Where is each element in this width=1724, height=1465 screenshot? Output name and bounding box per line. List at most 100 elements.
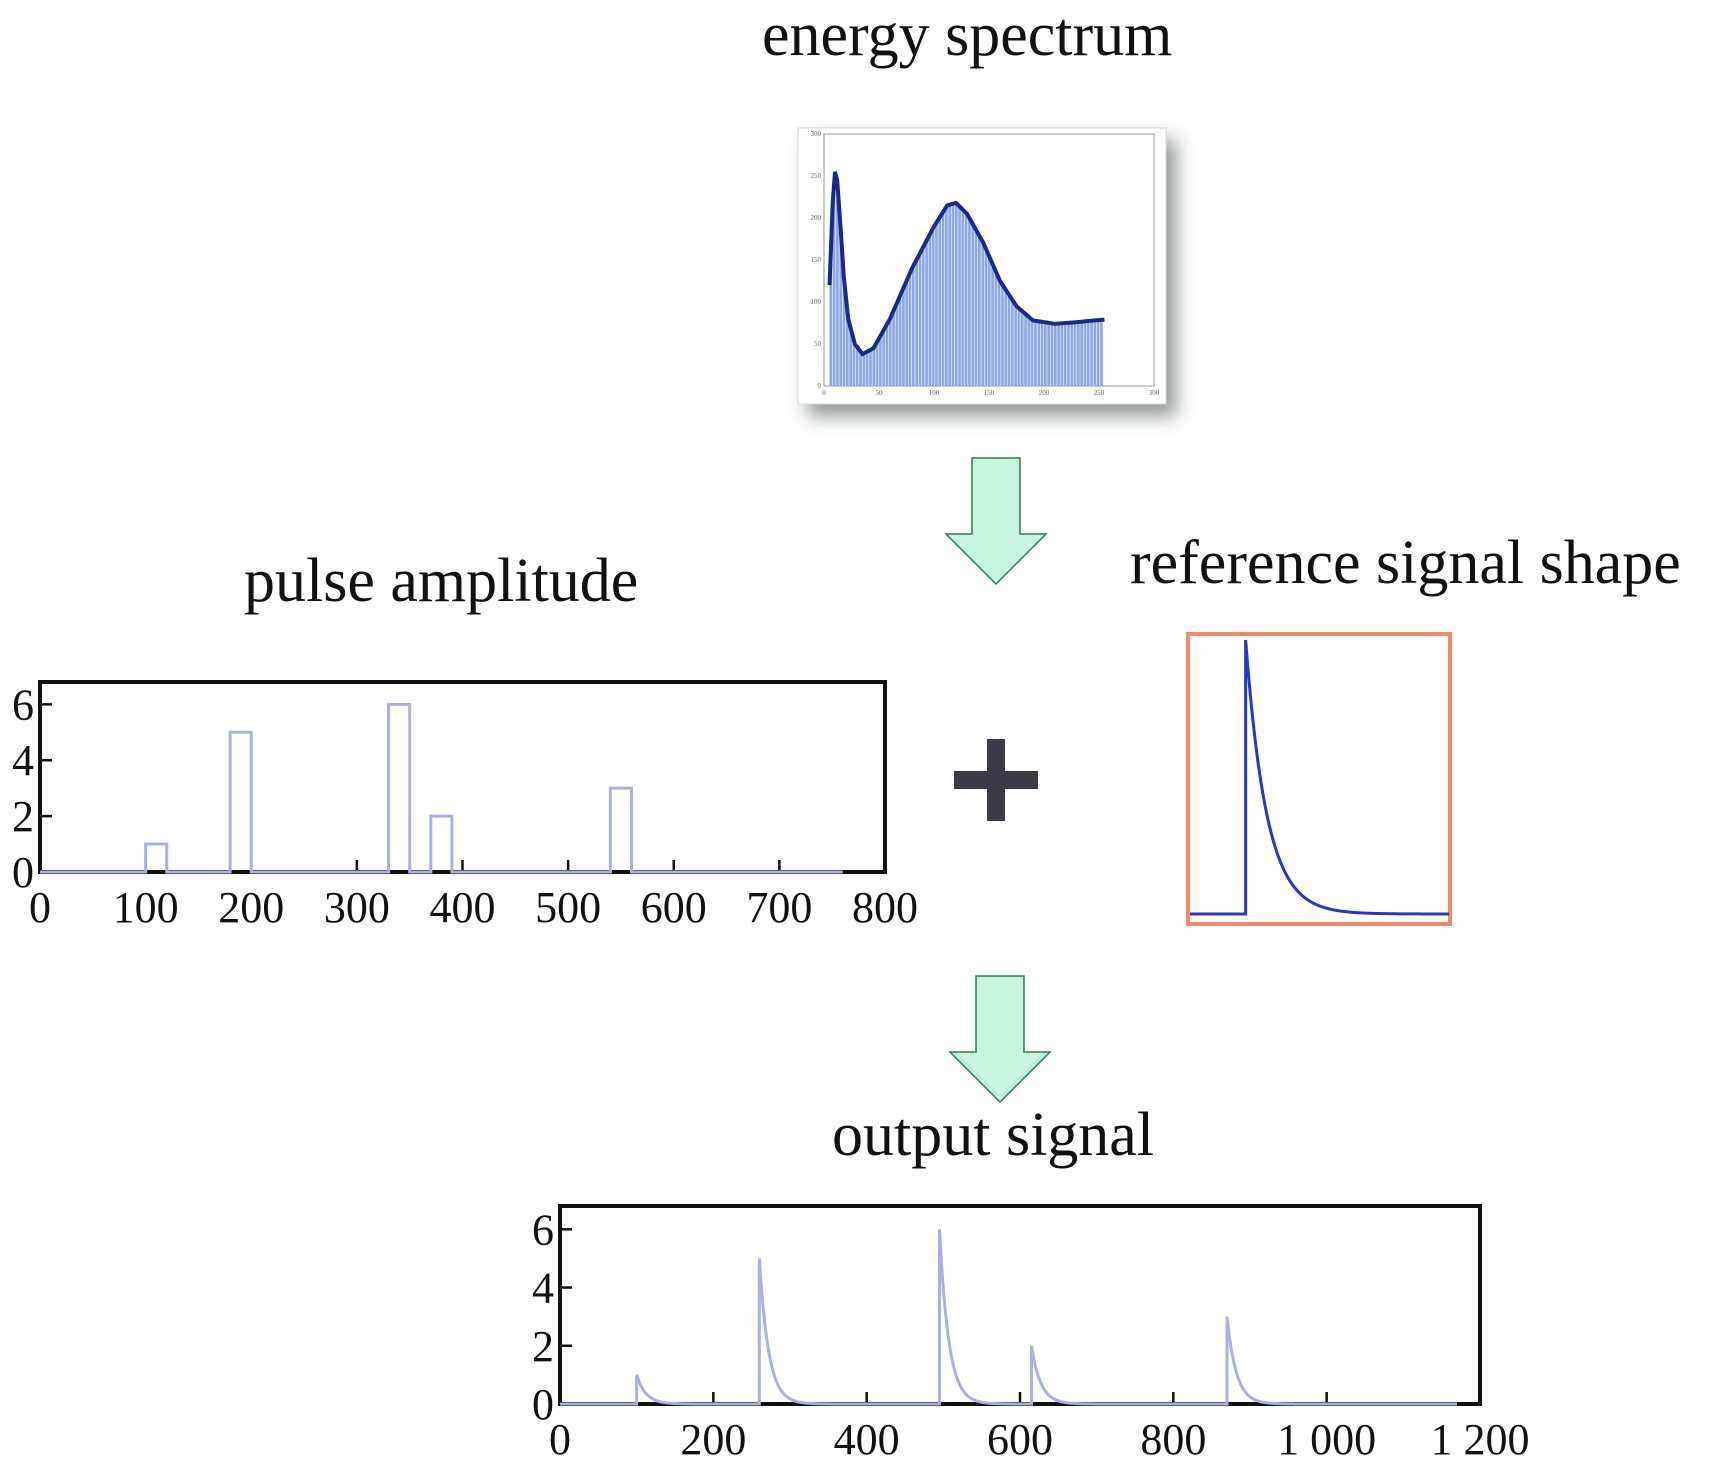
spectrum-x-tick-label: 300	[1149, 389, 1160, 397]
spectrum-bar	[846, 313, 849, 386]
reference-plot-frame	[1186, 632, 1452, 926]
spectrum-bar	[869, 349, 872, 386]
spectrum-bar	[941, 211, 945, 386]
output-x-tick-label: 1 000	[1277, 1415, 1376, 1464]
output-signal-title: output signal	[832, 1101, 1155, 1169]
spectrum-bar	[938, 216, 942, 386]
spectrum-bar	[1057, 323, 1060, 386]
spectrum-x-tick-label: 200	[1039, 389, 1050, 397]
pulse-x-tick-label: 800	[852, 883, 918, 932]
spectrum-bar	[991, 264, 994, 386]
spectrum-bar	[885, 323, 889, 386]
reference-signal-shape-chart	[1186, 632, 1452, 926]
spectrum-bar	[849, 329, 852, 386]
pulse-x-tick-label: 700	[746, 883, 812, 932]
spectrum-bar	[1034, 320, 1037, 386]
spectrum-bar	[1047, 322, 1050, 386]
pulse-amplitude-chart: 0 100 200 300 400 500 600 700 800 0 2 4 6	[12, 680, 918, 932]
spectrum-curve	[827, 171, 1105, 357]
pulse-x-tick-label: 500	[535, 883, 601, 932]
down-arrow-icon-2	[948, 975, 1052, 1104]
spectrum-y-tick-label: 50	[814, 340, 822, 348]
spectrum-bar	[1053, 323, 1057, 386]
pulse-y-tick-label: 2	[12, 792, 34, 841]
spectrum-bar	[875, 341, 879, 386]
spectrum-bar	[908, 272, 912, 386]
spectrum-bar	[1024, 314, 1027, 386]
spectrum-bar	[931, 227, 935, 386]
spectrum-bar	[1073, 322, 1077, 386]
spectrum-bar	[855, 347, 859, 386]
spectrum-bar	[935, 222, 938, 386]
spectrum-bar	[1007, 295, 1011, 386]
pulse-x-tick-label: 300	[324, 883, 390, 932]
spectrum-bar	[1077, 321, 1080, 386]
spectrum-bar	[1083, 321, 1087, 386]
spectrum-bar	[928, 233, 932, 386]
output-y-tick-label: 2	[532, 1322, 554, 1371]
spectrum-x-tick-label: 0	[822, 389, 826, 397]
spectrum-bar	[852, 341, 856, 386]
pulse-x-tick-label: 200	[218, 883, 284, 932]
pulse-y-tick-label: 0	[12, 848, 34, 897]
spectrum-bar	[1040, 321, 1044, 386]
output-x-tick-label: 200	[680, 1415, 746, 1464]
spectrum-bar	[1050, 323, 1054, 386]
pulse-x-tick-label: 400	[430, 883, 496, 932]
spectrum-bar	[1017, 308, 1021, 386]
spectrum-y-tick-label: 0	[818, 382, 822, 390]
spectrum-bar	[987, 257, 991, 386]
spectrum-bar	[994, 272, 998, 386]
spectrum-bar	[1037, 321, 1041, 386]
spectrum-y-tick-label: 150	[811, 256, 822, 264]
spectrum-bar	[1096, 320, 1100, 386]
spectrum-bar	[981, 242, 984, 386]
spectrum-y-tick-label: 300	[811, 130, 822, 138]
spectrum-bar	[865, 351, 869, 386]
spectrum-bar	[954, 203, 958, 386]
spectrum-bar	[1004, 290, 1008, 386]
spectrum-bar	[1060, 323, 1064, 386]
spectrum-bar	[862, 353, 866, 386]
spectrum-bar	[971, 224, 975, 386]
spectrum-x-tick-label: 50	[876, 389, 884, 397]
spectrum-bar	[945, 206, 948, 386]
spectrum-bar	[1014, 305, 1017, 386]
output-y-tick-label: 0	[532, 1380, 554, 1429]
spectrum-bar	[902, 287, 905, 386]
spectrum-bar	[859, 351, 862, 386]
output-x-tick-label: 800	[1140, 1415, 1206, 1464]
spectrum-bar	[1011, 300, 1014, 386]
output-x-tick-label: 1 200	[1431, 1415, 1530, 1464]
spectrum-bar	[905, 279, 909, 386]
spectrum-bar	[872, 347, 876, 386]
output-x-tick-label: 600	[987, 1415, 1053, 1464]
spectrum-bar	[1090, 320, 1093, 386]
reference-signal-shape-title: reference signal shape	[1130, 529, 1681, 597]
spectrum-bar	[895, 302, 899, 386]
spectrum-bar	[964, 213, 968, 386]
spectrum-bar	[1100, 319, 1103, 386]
output-x-tick-label: 400	[834, 1415, 900, 1464]
output-y-tick-label: 4	[532, 1264, 554, 1313]
energy-spectrum-title: energy spectrum	[762, 1, 1173, 69]
energy-spectrum-chart: 0 50 100 150 200 250 300 0 50 100 150 200 250 300	[797, 127, 1167, 405]
down-arrow-shape	[948, 975, 1052, 1104]
spectrum-x-tick-label: 250	[1094, 389, 1105, 397]
pulse-y-tick-label: 6	[12, 680, 34, 729]
spectrum-bar	[832, 179, 836, 386]
spectrum-bar	[1067, 322, 1070, 386]
spectrum-bar	[1093, 320, 1097, 386]
spectrum-y-tick-label: 200	[811, 214, 822, 222]
down-arrow-icon	[944, 457, 1048, 586]
spectrum-bar	[918, 252, 922, 386]
spectrum-y-tick-label: 250	[811, 172, 822, 180]
spectrum-bar	[892, 309, 895, 386]
spectrum-bar	[1027, 317, 1031, 386]
spectrum-x-tick-label: 100	[929, 389, 940, 397]
spectrum-bar	[888, 317, 892, 386]
spectrum-bar	[879, 335, 882, 386]
spectrum-bar	[921, 246, 925, 386]
spectrum-bar	[951, 203, 955, 386]
spectrum-bar	[968, 218, 971, 386]
